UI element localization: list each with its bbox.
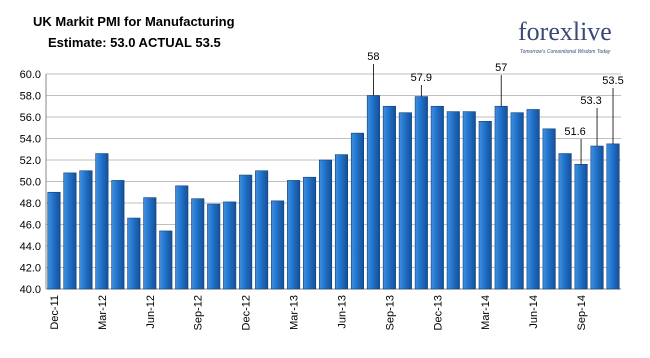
x-tick-label: Jun-13 bbox=[336, 295, 348, 329]
x-tick-label: Dec-11 bbox=[49, 295, 61, 330]
bar bbox=[143, 197, 157, 290]
bar bbox=[287, 180, 301, 290]
bar bbox=[606, 143, 620, 290]
bar bbox=[510, 112, 524, 290]
y-tick-label: 52.0 bbox=[20, 155, 41, 167]
bar bbox=[303, 176, 317, 290]
y-tick-label: 48.0 bbox=[20, 198, 41, 210]
value-label: 53.3 bbox=[580, 95, 601, 107]
value-label: 58 bbox=[367, 51, 379, 63]
chart-title: UK Markit PMI for Manufacturing bbox=[33, 14, 235, 29]
x-tick-label: Jun-12 bbox=[145, 295, 157, 329]
bar bbox=[478, 121, 492, 290]
x-tick-label: Mar-13 bbox=[289, 295, 301, 330]
y-tick-label: 40.0 bbox=[20, 284, 41, 296]
bar bbox=[175, 185, 189, 290]
logo: forexlive bbox=[518, 17, 612, 46]
bar bbox=[526, 109, 540, 290]
y-tick-label: 60.0 bbox=[20, 69, 41, 81]
bar bbox=[255, 170, 269, 290]
value-label: 57 bbox=[495, 62, 507, 74]
y-tick-label: 42.0 bbox=[20, 263, 41, 275]
bar bbox=[382, 105, 396, 290]
bar bbox=[223, 201, 237, 290]
bar bbox=[590, 145, 604, 290]
bar bbox=[558, 153, 572, 290]
bar bbox=[414, 96, 428, 290]
bar bbox=[318, 159, 333, 290]
bar bbox=[159, 230, 173, 290]
y-tick-label: 44.0 bbox=[20, 241, 41, 253]
x-tick-label: Dec-13 bbox=[432, 295, 444, 330]
bar bbox=[239, 174, 253, 290]
x-tick-label: Mar-14 bbox=[480, 295, 492, 330]
y-tick-label: 50.0 bbox=[20, 177, 41, 189]
bar bbox=[366, 95, 380, 290]
bar bbox=[47, 191, 61, 290]
y-tick-label: 54.0 bbox=[20, 134, 41, 146]
bar bbox=[271, 200, 285, 290]
bar bbox=[63, 172, 77, 290]
chart-subtitle: Estimate: 53.0 ACTUAL 53.5 bbox=[48, 35, 221, 50]
value-label: 51.6 bbox=[564, 126, 585, 138]
x-tick-label: Sep-12 bbox=[193, 295, 205, 330]
bar bbox=[111, 180, 125, 290]
x-tick-label: Mar-12 bbox=[97, 295, 109, 330]
bar bbox=[574, 164, 588, 290]
bar bbox=[462, 111, 476, 290]
value-label: 53.5 bbox=[602, 75, 623, 87]
bar bbox=[398, 112, 412, 290]
value-label: 57.9 bbox=[411, 72, 432, 84]
bar bbox=[542, 128, 556, 290]
bar bbox=[350, 132, 364, 290]
bar bbox=[191, 198, 205, 290]
bar bbox=[95, 153, 109, 290]
y-tick-label: 58.0 bbox=[20, 91, 41, 103]
bar bbox=[127, 217, 141, 290]
x-tick-label: Dec-12 bbox=[241, 295, 253, 330]
logo-tagline: Tomorrow's Conventional Wisdom Today bbox=[520, 49, 611, 55]
bar bbox=[446, 111, 460, 290]
x-tick-label: Sep-14 bbox=[576, 295, 588, 330]
bar bbox=[334, 154, 349, 290]
bar bbox=[79, 170, 93, 290]
x-tick-label: Sep-13 bbox=[384, 295, 396, 330]
bar bbox=[494, 105, 508, 290]
x-tick-label: Jun-14 bbox=[528, 295, 540, 329]
y-tick-label: 46.0 bbox=[20, 220, 41, 232]
y-tick-label: 56.0 bbox=[20, 112, 41, 124]
bar bbox=[207, 203, 221, 290]
bar bbox=[430, 105, 444, 290]
